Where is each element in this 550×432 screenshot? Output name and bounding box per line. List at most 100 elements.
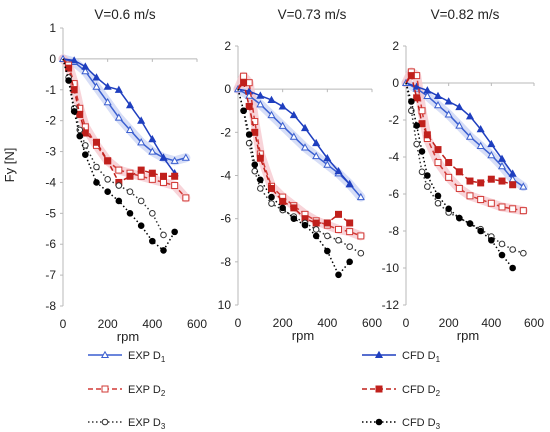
data-point: [76, 132, 84, 140]
data-point: [245, 102, 253, 110]
data-point: [171, 172, 179, 180]
x-tick-label: 600: [362, 316, 382, 330]
legend-label-main: EXP D: [128, 417, 161, 429]
data-point: [346, 219, 354, 227]
data-point: [487, 150, 496, 159]
data-point: [334, 166, 343, 175]
data-point: [137, 222, 145, 229]
legend-label-main: EXP D: [128, 384, 161, 396]
x-tick-label: 0: [235, 316, 242, 330]
data-point: [171, 182, 179, 190]
legend-entry-exp-d3: EXP D3: [88, 417, 166, 431]
data-point: [455, 184, 463, 192]
data-point: [70, 86, 78, 94]
data-point: [114, 85, 123, 93]
data-point: [423, 131, 431, 139]
data-point: [498, 240, 506, 248]
data-point: [445, 159, 453, 167]
legend-label-sub: 1: [436, 355, 441, 364]
series-cfd-d3: [405, 82, 516, 272]
series-cfd-d2: [405, 72, 517, 189]
data-point: [346, 228, 354, 236]
data-point: [434, 199, 442, 207]
legend-label-main: EXP D: [128, 350, 161, 362]
data-point: [487, 199, 495, 207]
data-point: [312, 138, 321, 147]
series-exp-d2: [405, 68, 527, 215]
data-point: [149, 237, 156, 245]
y-tick-label: 0: [49, 52, 56, 66]
data-point: [418, 148, 426, 155]
data-point: [356, 192, 365, 201]
data-point: [465, 132, 475, 140]
legend-swatch-marker: [100, 350, 110, 359]
data-point: [115, 182, 123, 189]
data-point: [509, 181, 517, 189]
series-cfd-d3: [237, 88, 353, 279]
data-point: [413, 140, 420, 148]
data-point: [509, 246, 516, 253]
data-point: [497, 162, 507, 170]
data-point: [520, 249, 527, 257]
data-point: [290, 215, 298, 222]
data-point: [65, 64, 73, 72]
x-tick-label: 200: [273, 316, 293, 330]
data-point: [418, 107, 426, 115]
data-point: [137, 116, 146, 124]
data-point: [81, 62, 90, 70]
y-tick-label: -6: [220, 212, 231, 226]
data-point: [81, 123, 89, 131]
data-point: [251, 161, 259, 169]
data-point: [240, 79, 248, 87]
series-cfd-d2: [62, 58, 179, 186]
legend-label: EXP D1: [128, 350, 166, 364]
data-point: [423, 86, 432, 94]
data-point: [93, 138, 100, 146]
data-point: [335, 236, 342, 244]
data-point: [267, 95, 276, 104]
data-point: [434, 159, 442, 167]
data-point: [103, 97, 112, 106]
data-point: [170, 156, 179, 164]
x-axis-label: rpm: [292, 328, 314, 343]
series-exp-d3: [62, 58, 167, 239]
data-point: [487, 175, 495, 183]
data-point: [103, 82, 112, 90]
data-point: [413, 94, 421, 102]
data-point: [289, 110, 298, 119]
data-point: [279, 204, 286, 212]
data-point: [126, 210, 134, 217]
data-point: [434, 192, 442, 200]
y-tick-label: -8: [220, 255, 231, 269]
y-tick-label: 0: [224, 82, 231, 96]
data-point: [148, 175, 156, 183]
data-point: [301, 221, 309, 229]
y-tick-label: 2: [224, 39, 231, 53]
data-point: [335, 225, 342, 233]
data-point: [114, 113, 123, 121]
chart-title: V=0.82 m/s: [431, 7, 500, 22]
data-point: [93, 179, 100, 186]
x-tick-label: 400: [481, 316, 501, 330]
data-point: [268, 200, 275, 207]
legend-entry-cfd-d2: CFD D2: [362, 384, 441, 398]
data-point: [508, 169, 517, 177]
data-point: [498, 177, 506, 185]
data-point: [125, 125, 135, 133]
data-point: [476, 125, 485, 133]
series-cfd-d1: [237, 87, 354, 188]
data-point: [160, 178, 167, 186]
data-point: [323, 160, 332, 168]
x-tick-label: 200: [439, 316, 459, 330]
legend-entry-cfd-d3: CFD D3: [362, 417, 441, 431]
data-point: [488, 236, 495, 244]
data-point: [455, 102, 464, 111]
data-point: [240, 72, 248, 80]
data-point: [92, 73, 101, 81]
data-point: [444, 97, 453, 105]
data-point: [268, 184, 275, 192]
legend-swatch-marker: [374, 350, 384, 359]
y-tick-label: -4: [45, 175, 56, 189]
data-point: [65, 77, 72, 84]
